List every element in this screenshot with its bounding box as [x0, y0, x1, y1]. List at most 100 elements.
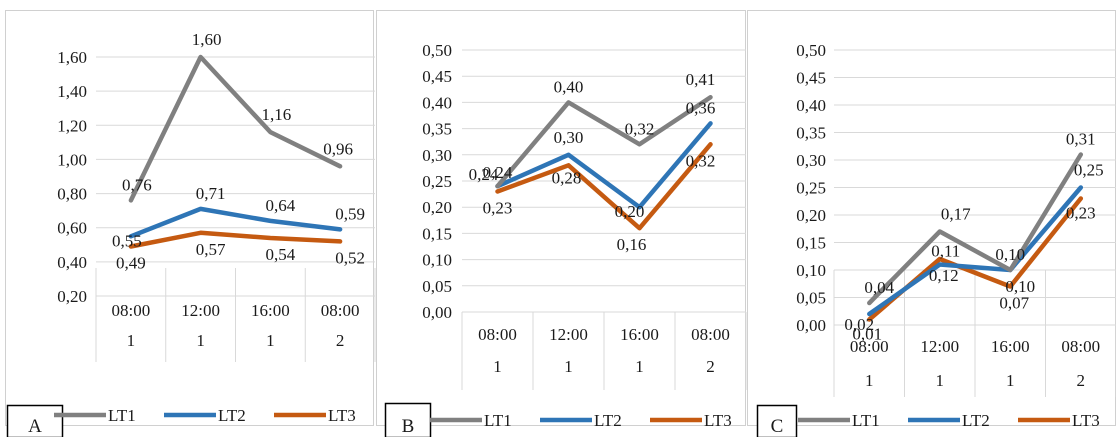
data-label: 0,04	[864, 278, 894, 297]
data-label: 0,25	[1074, 161, 1104, 180]
x-tick-label-time: 16:00	[991, 337, 1030, 356]
series-line-lt1	[128, 54, 343, 203]
panel-letter: C	[771, 416, 784, 437]
x-tick-label-day: 1	[127, 331, 136, 350]
legend-label: LT3	[328, 406, 356, 425]
data-label: 0,41	[686, 70, 716, 89]
y-tick-label: 0,60	[57, 219, 87, 238]
data-label: 0,31	[1066, 130, 1096, 149]
data-label: 0,20	[615, 202, 645, 221]
y-tick-label: 1,60	[57, 48, 87, 67]
y-tick-label: 0,05	[796, 289, 826, 308]
y-tick-label: 0,00	[796, 316, 826, 335]
y-tick-label: 0,50	[796, 41, 826, 60]
y-tick-label: 0,15	[422, 224, 452, 243]
series-line-lt2	[128, 206, 343, 239]
data-label: 0,01	[852, 325, 882, 344]
x-tick-label-day: 2	[336, 331, 345, 350]
data-label: 0,30	[554, 128, 584, 147]
series-line-lt1	[867, 152, 1084, 306]
series-line-lt3	[128, 230, 343, 249]
x-tick-label-day: 1	[1006, 371, 1015, 390]
data-label: 0,76	[122, 175, 152, 194]
data-label: 0,23	[1066, 204, 1096, 223]
data-label: 0,32	[686, 151, 716, 170]
legend-label: LT1	[108, 406, 136, 425]
y-tick-label: 0,10	[796, 261, 826, 280]
data-label: 0,64	[266, 196, 296, 215]
x-tick-label-time: 12:00	[920, 337, 959, 356]
chart-panel-c: 0,00 0,05 0,10 0,15 0,20 0,25 0,30 0,35 0,40 0,45…	[747, 10, 1116, 437]
x-tick-label-time: 08:00	[691, 325, 730, 344]
x-tick-label-day: 1	[493, 357, 502, 376]
x-tick-label-day: 1	[196, 331, 205, 350]
data-label: 0,32	[625, 119, 655, 138]
legend-label: LT1	[484, 411, 512, 430]
y-tick-label: 0,20	[796, 206, 826, 225]
series-line-lt2	[495, 121, 713, 210]
data-label: 0,10	[995, 245, 1025, 264]
data-label: 0,16	[617, 235, 647, 254]
x-tick-label-time: 08:00	[850, 337, 889, 356]
data-label: 0,40	[554, 77, 584, 96]
data-label: 0,54	[266, 245, 296, 264]
chart-frame	[376, 10, 746, 426]
y-tick-label: 0,30	[422, 146, 452, 165]
y-tick-label: 0,05	[422, 277, 452, 296]
y-tick-label: 0,35	[796, 124, 826, 143]
x-tick-label-time: 12:00	[181, 301, 220, 320]
chart-panel-b: 0,00 0,05 0,10 0,15 0,20 0,25 0,30 0,35 0,40 0,45…	[376, 10, 747, 437]
series-line-lt2	[867, 185, 1084, 317]
panel-letter-box	[756, 404, 798, 437]
data-label: 0,24	[469, 165, 499, 184]
data-label: 0,52	[335, 248, 365, 267]
y-tick-label: 1,40	[57, 82, 87, 101]
legend-label: LT1	[852, 411, 880, 430]
panel-letter: B	[402, 416, 415, 437]
x-tick-label-time: 08:00	[1061, 337, 1100, 356]
data-label: 0,07	[999, 294, 1029, 313]
data-label: 1,16	[262, 105, 292, 124]
x-tick-label-time: 08:00	[321, 301, 360, 320]
data-label: 0,55	[112, 231, 142, 250]
y-tick-label: 0,40	[422, 93, 452, 112]
data-label: 0,57	[196, 240, 226, 259]
chart-panel-a: 0,200,400,600,801,001,201,401,6008:00112…	[5, 10, 376, 437]
x-tick-label-time: 16:00	[620, 325, 659, 344]
data-label: 0,24	[483, 163, 513, 182]
x-tick-label-time: 08:00	[478, 325, 517, 344]
legend-label: LT2	[962, 411, 990, 430]
x-tick-label-day: 1	[564, 357, 573, 376]
data-label: 1,60	[192, 30, 222, 49]
y-tick-label: 0,80	[57, 185, 87, 204]
y-tick-label: 0,30	[796, 151, 826, 170]
x-tick-label-time: 16:00	[251, 301, 290, 320]
y-tick-label: 0,25	[422, 172, 452, 191]
y-tick-label: 0,45	[796, 69, 826, 88]
y-tick-label: 0,20	[57, 287, 87, 306]
data-label: 0,10	[1005, 277, 1035, 296]
chart-frame	[5, 10, 374, 426]
y-tick-label: 0,15	[796, 234, 826, 253]
panel-letter-box	[6, 404, 64, 437]
y-tick-label: 0,20	[422, 198, 452, 217]
data-label: 0,28	[552, 168, 582, 187]
data-label: 0,49	[116, 253, 146, 272]
data-label: 0,71	[196, 184, 226, 203]
y-tick-label: 0,00	[422, 303, 452, 322]
x-tick-label-day: 1	[635, 357, 644, 376]
legend-label: LT2	[218, 406, 246, 425]
y-tick-label: 0,25	[796, 179, 826, 198]
x-tick-label-day: 1	[266, 331, 275, 350]
data-label: 0,36	[686, 98, 716, 117]
y-tick-label: 0,10	[422, 251, 452, 270]
legend-label: LT2	[594, 411, 622, 430]
y-tick-label: 0,45	[422, 67, 452, 86]
y-tick-label: 1,00	[57, 150, 87, 169]
legend-label: LT3	[1072, 411, 1100, 430]
data-label: 0,96	[323, 139, 353, 158]
data-label: 0,02	[844, 315, 874, 334]
data-label: 0,12	[929, 266, 959, 285]
series-line-lt1	[495, 94, 713, 189]
